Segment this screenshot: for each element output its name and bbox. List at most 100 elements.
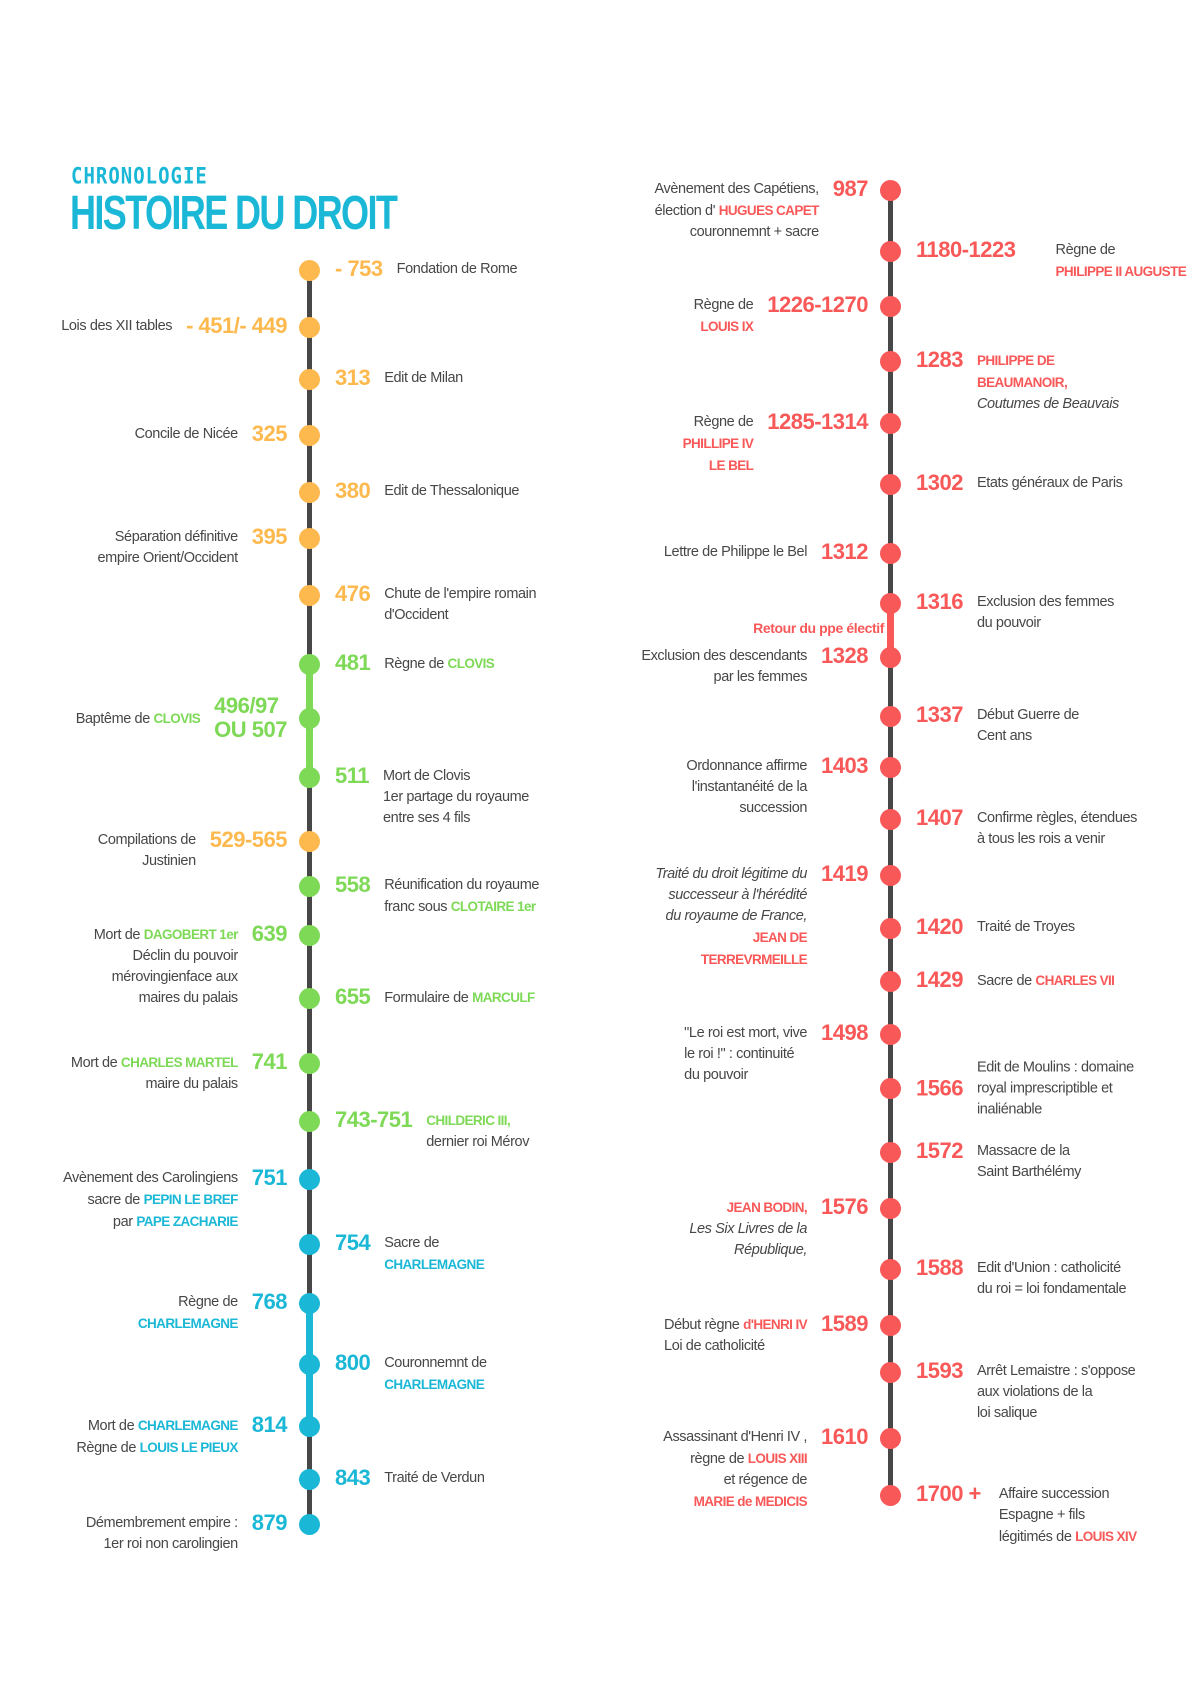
timeline-dot[interactable] [299,260,320,281]
timeline-dot[interactable] [299,1469,320,1490]
timeline-dot[interactable] [880,593,901,614]
description-text: Assassinant d'Henri IV , [663,1429,808,1445]
highlighted-name: CHARLES VII [1035,973,1115,988]
timeline-dot[interactable] [880,865,901,886]
event-year: 313 [335,365,371,390]
timeline-dot[interactable] [299,925,320,946]
event-description: Traité de Verdun [384,1466,485,1489]
italic-title: Les Six Livres de la [689,1221,808,1237]
timeline-dot[interactable] [299,831,320,852]
description-line: succession [686,798,807,819]
description-text: légitimés de [998,1529,1076,1545]
timeline-dot[interactable] [299,654,320,675]
timeline-dot[interactable] [299,988,320,1009]
timeline-dot[interactable] [880,1198,901,1219]
description-line: Règne de [683,412,754,433]
description-text: Règne de [693,297,754,313]
timeline-dot[interactable] [880,971,901,992]
event-year: 1328 [821,643,868,668]
description-line: Loi de catholicité [664,1336,807,1357]
event-description: Traité du droit légitime du successeur à … [655,862,807,971]
timeline-dot[interactable] [299,369,320,390]
timeline-event: Concile de Nicée 325 [135,422,288,446]
timeline-event: Exclusion des descendants par les femmes 1… [641,644,868,688]
timeline-dot[interactable] [880,1485,901,1506]
timeline-dot[interactable] [880,474,901,495]
timeline-dot[interactable] [880,809,901,830]
description-text: Couronnemnt de [384,1355,487,1371]
timeline-dot[interactable] [299,585,320,606]
timeline-dot[interactable] [299,1514,320,1535]
italic-title: successeur à l'hérédité [668,887,808,903]
timeline-dot[interactable] [299,317,320,338]
timeline-dot[interactable] [880,1428,901,1449]
timeline-dot[interactable] [880,180,901,201]
timeline-dot[interactable] [880,1078,901,1099]
timeline-dot[interactable] [880,1024,901,1045]
timeline-dot[interactable] [299,482,320,503]
timeline-dot[interactable] [880,296,901,317]
timeline-dot[interactable] [880,543,901,564]
highlighted-name: PAPE ZACHARIE [136,1214,238,1229]
highlighted-name: CHARLEMAGNE [384,1257,485,1272]
description-line: République, [689,1240,807,1261]
timeline-dot[interactable] [880,1142,901,1163]
timeline-dot[interactable] [299,1111,320,1132]
timeline-dot[interactable] [299,1354,320,1375]
description-line: empire Orient/Occident [97,548,238,569]
event-year: 879 [251,1510,288,1535]
description-text: à tous les rois a venir [976,831,1105,847]
event-description: Chute de l'empire romain d'Occident [384,582,536,626]
timeline-event: Avènement des Carolingiens sacre de PEPIN… [63,1166,287,1233]
timeline-event: JEAN BODIN, Les Six Livres de la Républiqu… [689,1195,868,1261]
highlighted-name: PEPIN LE BREF [143,1192,239,1207]
timeline-dot[interactable] [880,1259,901,1280]
timeline-dot[interactable] [299,1234,320,1255]
event-year: 1180-1223 [916,237,1016,262]
timeline-dot[interactable] [299,1169,320,1190]
timeline-dot[interactable] [299,708,320,729]
timeline-dot[interactable] [299,425,320,446]
description-text: Confirme règles, étendues [976,810,1138,826]
timeline-dot[interactable] [880,351,901,372]
description-text: dernier roi Mérov [426,1134,530,1150]
event-year: 380 [335,478,371,503]
description-line: Edit de Milan [384,368,463,389]
description-line: Avènement des Carolingiens [63,1168,238,1189]
description-text: par les femmes [713,669,808,685]
description-text: Sacre de [384,1235,440,1251]
description-text: Traité de Troyes [976,919,1075,935]
description-line: CHILDERIC III, [426,1110,529,1132]
timeline-dot[interactable] [299,1416,320,1437]
timeline-dot[interactable] [880,1362,901,1383]
timeline-dot[interactable] [880,918,901,939]
description-line: d'Occident [384,605,536,626]
description-text: inaliénable [976,1101,1042,1118]
timeline-dot[interactable] [880,706,901,727]
description-line: JEAN BODIN, [689,1197,808,1219]
description-text: Lettre de Philippe le Bel [663,544,808,560]
timeline-dot[interactable] [880,413,901,434]
description-text: et régence de [723,1472,808,1488]
timeline-dot[interactable] [880,1315,901,1336]
timeline-dot[interactable] [299,876,320,897]
highlighted-name: LOUIS LE PIEUX [139,1440,239,1455]
timeline-dot[interactable] [880,647,901,668]
description-line: du pouvoir [977,613,1114,634]
timeline-dot[interactable] [299,1053,320,1074]
description-line: le roi !" : continuité [684,1044,807,1065]
event-description: Edit d'Union : catholicité du roi = loi f… [977,1256,1127,1300]
description-text: règne de [690,1451,748,1467]
event-description: Fondation de Rome [397,257,518,280]
timeline-event: 1316 Exclusion des femmes du pouvoir [916,590,1114,634]
timeline-dot[interactable] [880,241,901,262]
description-text: Lois des XII tables [61,318,173,334]
description-text: Règne de [76,1440,140,1456]
timeline-dot[interactable] [299,1293,320,1314]
timeline-event: Avènement des Capétiens, élection d' HUGU… [655,177,869,243]
timeline-dot[interactable] [299,767,320,788]
highlighted-name: CLOVIS [153,711,201,726]
description-line: Mort de DAGOBERT 1er [94,924,239,946]
timeline-dot[interactable] [880,757,901,778]
timeline-dot[interactable] [299,528,320,549]
